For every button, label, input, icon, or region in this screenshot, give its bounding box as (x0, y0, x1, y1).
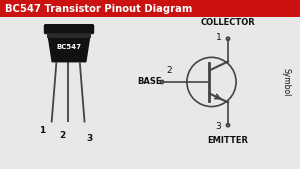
Text: COLLECTOR: COLLECTOR (201, 18, 255, 27)
Text: 2: 2 (59, 131, 65, 140)
Text: BC547 Transistor Pinout Diagram: BC547 Transistor Pinout Diagram (5, 4, 193, 14)
Text: 3: 3 (216, 122, 221, 131)
FancyBboxPatch shape (47, 33, 91, 38)
Text: Symbol: Symbol (282, 68, 291, 96)
Text: 1: 1 (216, 33, 221, 42)
Text: BC547: BC547 (56, 44, 82, 50)
Text: BASE: BASE (138, 77, 162, 87)
Text: 3: 3 (86, 134, 92, 143)
Text: 1: 1 (40, 126, 46, 135)
Polygon shape (46, 29, 92, 62)
FancyBboxPatch shape (0, 0, 300, 17)
Text: 2: 2 (167, 66, 172, 75)
FancyBboxPatch shape (44, 24, 94, 34)
Text: EMITTER: EMITTER (208, 136, 248, 145)
